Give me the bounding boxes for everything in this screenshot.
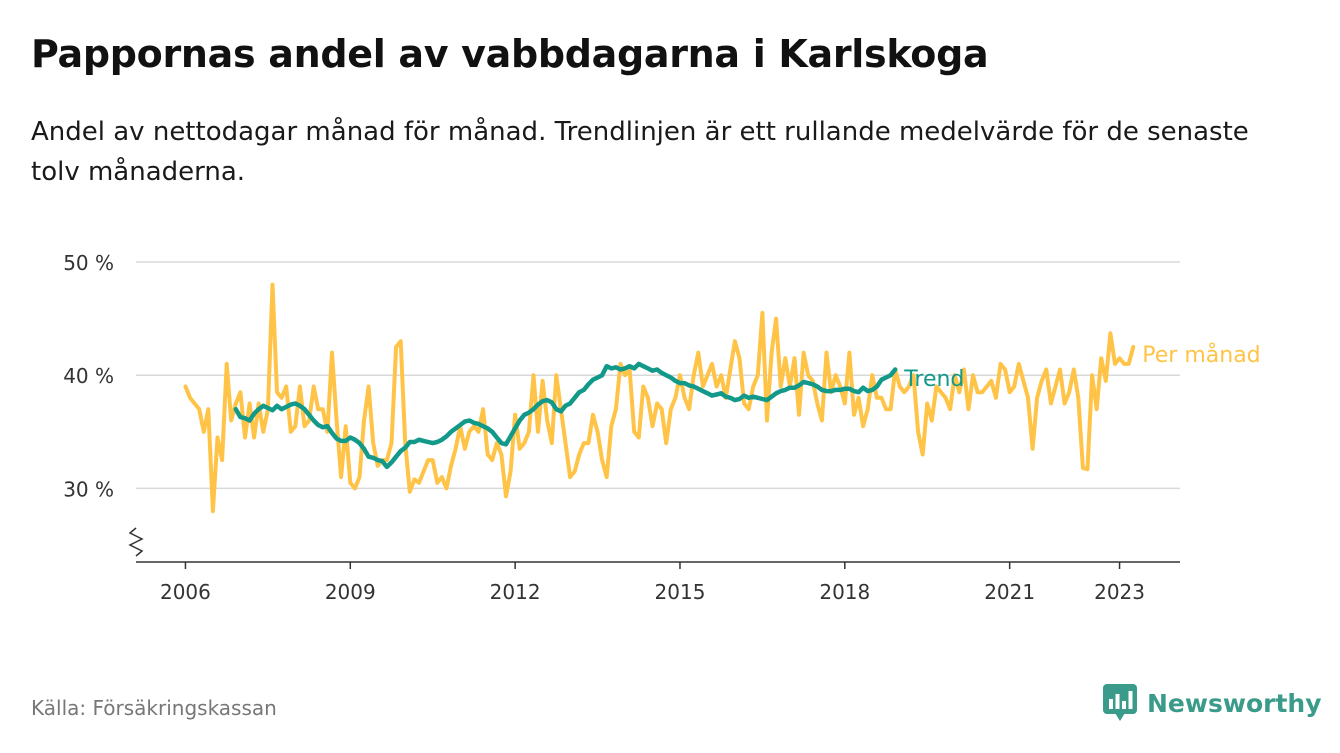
y-tick-label: 50 % — [63, 251, 114, 275]
legend-layer: Per månad Trend — [903, 342, 1260, 392]
x-tick-label: 2012 — [490, 580, 541, 604]
x-tick-label: 2018 — [819, 580, 870, 604]
line-chart: 30 % 40 % 50 % 2006 2009 2012 2015 2018 2021 2023… — [63, 251, 1260, 604]
x-tick-label: 2009 — [325, 580, 376, 604]
brand-logo[interactable]: Newsworthy — [1103, 683, 1322, 723]
series-per-manad-line — [183, 282, 1136, 514]
axis-layer: 30 % 40 % 50 % 2006 2009 2012 2015 2018 2021 2023 — [63, 251, 1180, 604]
brand-name: Newsworthy — [1147, 688, 1322, 718]
legend-label: Trend — [903, 367, 964, 392]
series-layer — [183, 282, 1136, 514]
y-tick-label: 30 % — [63, 477, 114, 501]
legend-label: Per månad — [1142, 342, 1260, 368]
x-tick-label: 2006 — [160, 580, 211, 604]
y-axis-break-mark — [128, 527, 144, 557]
chart-subtitle: Andel av nettodagar månad för månad. Tre… — [31, 117, 1249, 187]
chart-title: Pappornas andel av vabbdagarna i Karlsko… — [31, 32, 989, 76]
source-note: Källa: Försäkringskassan — [31, 696, 277, 720]
x-tick-label: 2021 — [984, 580, 1035, 604]
x-tick-label: 2023 — [1094, 580, 1145, 604]
y-tick-label: 40 % — [63, 364, 114, 388]
series-trend-line — [233, 361, 898, 470]
bar-chart-bubble-icon — [1103, 684, 1137, 721]
x-tick-label: 2015 — [655, 580, 706, 604]
